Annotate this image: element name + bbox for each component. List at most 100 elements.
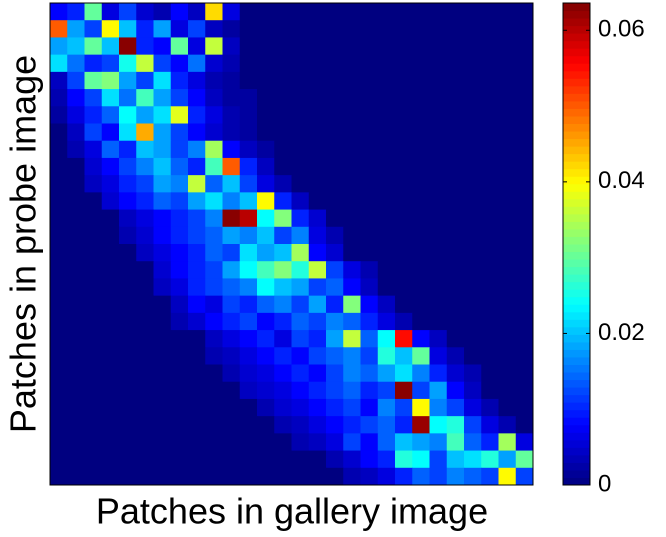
heatmap-cell — [274, 3, 292, 21]
heatmap-cell — [136, 398, 154, 417]
heatmap-cell — [50, 106, 68, 124]
colorbar-segment — [563, 191, 590, 200]
heatmap-cell — [291, 89, 310, 107]
heatmap-cell — [136, 192, 154, 211]
heatmap-cell — [326, 140, 344, 159]
heatmap-cell — [170, 467, 189, 486]
heatmap-cell — [360, 3, 379, 21]
heatmap-cell — [205, 450, 223, 469]
heatmap-cell — [515, 398, 534, 417]
heatmap-cell — [326, 433, 344, 452]
heatmap-cell — [188, 106, 206, 124]
heatmap-cell — [84, 381, 103, 400]
heatmap-cell — [101, 364, 120, 383]
heatmap-cell — [239, 175, 258, 193]
heatmap-cell — [308, 71, 327, 90]
heatmap-cell — [101, 433, 120, 452]
heatmap-cell — [222, 37, 241, 56]
heatmap-cell — [84, 175, 103, 193]
heatmap-cell — [464, 209, 482, 228]
heatmap-cell — [308, 364, 327, 383]
colorbar-segment — [563, 326, 590, 335]
heatmap-cell — [188, 123, 206, 142]
heatmap-cell — [153, 467, 172, 486]
heatmap-cell — [377, 209, 396, 228]
heatmap-cell — [308, 157, 327, 176]
heatmap-cell — [101, 278, 120, 297]
heatmap-cell — [308, 295, 327, 314]
heatmap-cell — [429, 347, 448, 365]
heatmap-cell — [412, 278, 430, 297]
heatmap-cell — [308, 312, 327, 331]
heatmap-cell — [343, 226, 361, 245]
heatmap-cell — [84, 312, 103, 331]
heatmap-cell — [222, 398, 241, 417]
heatmap-cell — [153, 433, 172, 452]
heatmap-cell — [239, 37, 258, 56]
heatmap-cell — [136, 20, 154, 38]
heatmap-cell — [326, 347, 344, 365]
heatmap-cell — [446, 433, 465, 452]
heatmap-cell — [464, 192, 482, 211]
heatmap-cell — [429, 416, 448, 434]
heatmap-cell — [446, 175, 465, 193]
heatmap-cell — [360, 330, 379, 348]
colorbar-segment — [563, 213, 590, 222]
heatmap-cell — [205, 381, 223, 400]
colorbar-segment — [563, 244, 590, 253]
heatmap-cell — [343, 364, 361, 383]
heatmap-cell — [205, 244, 223, 262]
heatmap-cell — [205, 157, 223, 176]
heatmap-cell — [153, 106, 172, 124]
colorbar-segment — [563, 93, 590, 102]
heatmap-cell — [326, 123, 344, 142]
heatmap-cell — [377, 244, 396, 262]
heatmap-cell — [205, 140, 223, 159]
colorbar-segment — [563, 115, 590, 124]
heatmap-cell — [343, 295, 361, 314]
heatmap-cell — [498, 450, 517, 469]
heatmap-cell — [464, 175, 482, 193]
heatmap-cell — [67, 467, 85, 486]
heatmap-cell — [67, 175, 85, 193]
heatmap-cell — [136, 3, 154, 21]
heatmap-cell — [67, 157, 85, 176]
heatmap-cell — [343, 244, 361, 262]
heatmap-cell — [481, 261, 499, 279]
heatmap-cell — [395, 330, 413, 348]
heatmap-cell — [515, 278, 534, 297]
plot-frame — [49, 2, 534, 486]
heatmap-cell — [274, 175, 292, 193]
heatmap-cell — [464, 278, 482, 297]
heatmap-cell — [464, 330, 482, 348]
heatmap-cell — [360, 364, 379, 383]
heatmap-cell — [188, 244, 206, 262]
heatmap-cell — [101, 416, 120, 434]
heatmap-cell — [481, 192, 499, 211]
heatmap-cell — [257, 226, 275, 245]
heatmap-cell — [360, 140, 379, 159]
heatmap-cell — [395, 261, 413, 279]
heatmap-cell — [308, 278, 327, 297]
heatmap-cell — [481, 312, 499, 331]
heatmap-cell — [291, 244, 310, 262]
heatmap-cell — [239, 192, 258, 211]
heatmap-cell — [170, 175, 189, 193]
colorbar-segment — [563, 289, 590, 298]
heatmap-cell — [239, 261, 258, 279]
heatmap-cell — [274, 450, 292, 469]
heatmap-cell — [291, 140, 310, 159]
heatmap-cell — [291, 330, 310, 348]
heatmap-cell — [429, 140, 448, 159]
colorbar-segment — [563, 138, 590, 147]
heatmap-cell — [429, 364, 448, 383]
heatmap-cell — [498, 54, 517, 73]
heatmap-cell — [205, 312, 223, 331]
heatmap-cell — [119, 226, 137, 245]
heatmap-cell — [515, 467, 534, 486]
heatmap-cell — [136, 140, 154, 159]
colorbar-segment — [563, 123, 590, 132]
colorbar-segment — [563, 78, 590, 87]
heatmap-cell — [360, 192, 379, 211]
